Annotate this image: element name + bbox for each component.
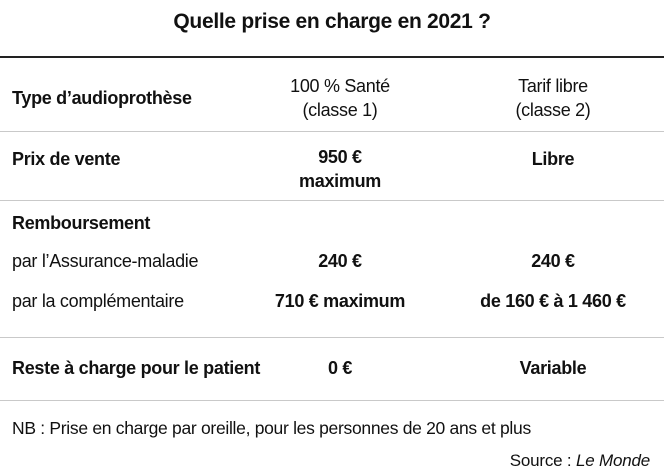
- divider: [0, 200, 664, 201]
- divider: [0, 337, 664, 338]
- reste-class2: Variable: [519, 358, 587, 378]
- prix-label: Prix de vente: [12, 149, 121, 169]
- prix-class1-line1: 950 €: [318, 147, 362, 167]
- reste-class1: 0 €: [327, 358, 353, 378]
- divider: [0, 400, 664, 401]
- assurance-class2: 240 €: [531, 251, 575, 271]
- table-title: Quelle prise en charge en 2021 ?: [173, 10, 491, 33]
- source-name: Le Monde: [575, 451, 650, 470]
- prix-class1-line2: maximum: [299, 171, 381, 191]
- reste-label: Reste à charge pour le patient: [12, 358, 261, 378]
- assurance-class1: 240 €: [318, 251, 362, 271]
- top-rule: [0, 56, 664, 58]
- header-type-label: Type d’audioprothèse: [12, 88, 192, 108]
- source-prefix: Source :: [509, 451, 576, 470]
- header-class1-line1: 100 % Santé: [290, 76, 390, 96]
- header-class2-line2: (classe 2): [515, 100, 591, 120]
- assurance-label: par l’Assurance-maladie: [12, 251, 199, 271]
- header-class2-line1: Tarif libre: [518, 76, 588, 96]
- complementaire-class2: de 160 € à 1 460 €: [480, 291, 626, 311]
- remboursement-label: Remboursement: [12, 213, 151, 233]
- footnote: NB : Prise en charge par oreille, pour l…: [12, 418, 531, 438]
- complementaire-class1: 710 € maximum: [274, 291, 406, 311]
- header-class1-line2: (classe 1): [302, 100, 378, 120]
- divider: [0, 131, 664, 132]
- prix-class2: Libre: [531, 149, 575, 169]
- complementaire-label: par la complémentaire: [12, 291, 184, 311]
- source-credit: Source : Le Monde: [510, 451, 650, 471]
